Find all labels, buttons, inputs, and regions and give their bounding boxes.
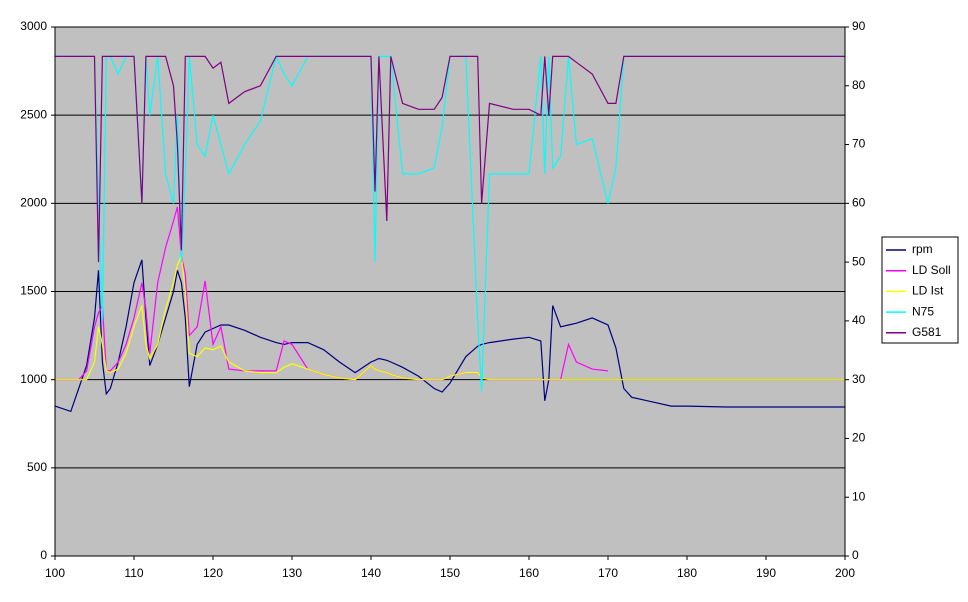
- legend-label: G581: [912, 325, 942, 339]
- x-tick-label: 100: [45, 566, 65, 580]
- x-tick-label: 120: [203, 566, 223, 580]
- x-tick-label: 130: [282, 566, 302, 580]
- series-line: [55, 253, 845, 381]
- y-tick-label: 1000: [20, 372, 47, 386]
- y2-tick-label: 90: [852, 19, 866, 33]
- axes: 0 500 1000 1500 2000 2500 3000 0 10 20 30 40 50 60 70 8…: [20, 19, 865, 580]
- y-tick-label: 3000: [20, 19, 47, 33]
- x-tick-label: 150: [440, 566, 460, 580]
- y-tick-label: 2500: [20, 107, 47, 121]
- y-tick-label: 1500: [20, 284, 47, 298]
- y2-tick-label: 40: [852, 313, 866, 327]
- y2-tick-label: 80: [852, 78, 866, 92]
- x-tick-label: 160: [519, 566, 539, 580]
- legend-label: N75: [912, 304, 934, 318]
- series-line: [55, 55, 845, 263]
- legend-box: [881, 236, 959, 344]
- legend-label: LD Ist: [912, 284, 944, 298]
- x-tick-label: 180: [677, 566, 697, 580]
- x-tick-label: 110: [124, 566, 143, 580]
- y2-tick-label: 70: [852, 137, 866, 151]
- series-line: [54, 259, 845, 413]
- legend: rpm LD Soll LD Ist N75 G581: [886, 242, 951, 339]
- y2-tick-label: 60: [852, 196, 866, 210]
- x-tick-label: 190: [756, 566, 776, 580]
- y2-tick-label: 0: [852, 548, 859, 562]
- legend-label: LD Soll: [912, 263, 951, 277]
- x-tick-label: 170: [598, 566, 618, 580]
- y2-tick-label: 30: [852, 372, 866, 386]
- y-tick-label: 2000: [20, 196, 47, 210]
- legend-label: rpm: [912, 242, 933, 256]
- y2-tick-label: 20: [852, 431, 866, 445]
- y-tick-label: 500: [27, 460, 47, 474]
- lines: [54, 54, 845, 413]
- y2-tick-label: 10: [852, 489, 866, 503]
- y-tick-label: 0: [40, 548, 47, 562]
- y2-tick-label: 50: [852, 254, 866, 268]
- x-tick-label: 140: [361, 566, 381, 580]
- x-tick-label: 200: [835, 566, 855, 580]
